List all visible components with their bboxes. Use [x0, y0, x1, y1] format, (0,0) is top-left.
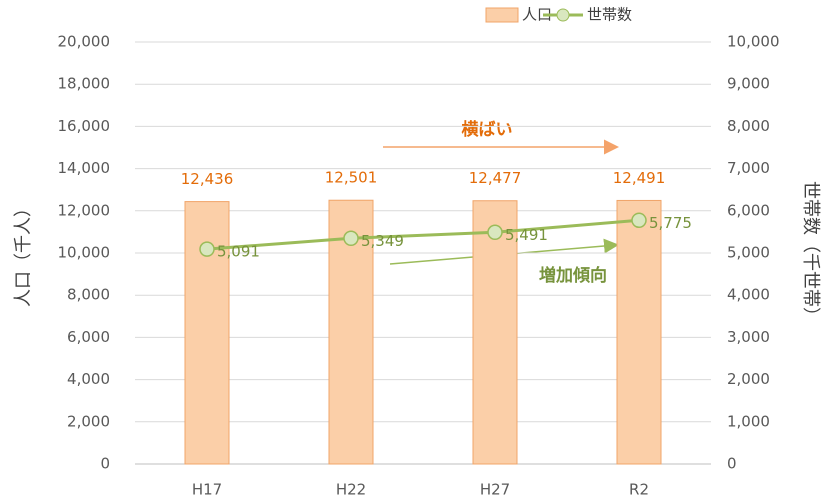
y-tick-label: 6,000 [67, 328, 110, 346]
x-tick-label: H27 [480, 481, 510, 499]
data-label: 5,091 [217, 243, 260, 261]
y2-tick-label: 9,000 [727, 75, 770, 93]
y2-tick-label: 7,000 [727, 159, 770, 177]
annotation: 増加傾向 [539, 265, 607, 286]
y-tick-label: 20,000 [58, 33, 111, 51]
y2-tick-label: 4,000 [727, 286, 770, 304]
y-tick-label: 12,000 [58, 201, 111, 219]
data-label: 12,477 [469, 169, 522, 187]
bar [184, 201, 230, 465]
y2-tick-label: 6,000 [727, 201, 770, 219]
line [206, 218, 640, 251]
legend-swatch [485, 7, 519, 23]
y2-tick-label: 3,000 [727, 328, 770, 346]
marker [487, 224, 503, 241]
legend-label: 人口 [522, 6, 552, 24]
y-tick-label: 16,000 [58, 117, 111, 135]
y2-tick-label: 5,000 [727, 244, 770, 262]
y-tick-label: 10,000 [58, 244, 111, 262]
marker [631, 212, 647, 229]
y-tick-label: 2,000 [67, 412, 110, 430]
y2-tick-label: 10,000 [727, 33, 780, 51]
y-tick-label: 8,000 [67, 286, 110, 304]
y2-tick-label: 1,000 [727, 412, 770, 430]
bar [472, 200, 518, 465]
marker [343, 230, 359, 247]
data-label: 12,491 [613, 169, 666, 187]
data-label: 5,491 [505, 226, 548, 244]
y2-tick-label: 0 [727, 455, 737, 473]
x-tick-label: H22 [336, 481, 366, 499]
y-tick-label: 18,000 [58, 75, 111, 93]
annotation: 横ばい [462, 119, 513, 140]
y2-axis-label: 世帯数（千世帯） [800, 181, 821, 325]
y-axis-label: 人口（千人） [13, 199, 34, 307]
data-label: 12,436 [181, 170, 234, 188]
y2-tick-label: 8,000 [727, 117, 770, 135]
y-tick-label: 14,000 [58, 159, 111, 177]
marker [199, 241, 215, 257]
data-label: 5,775 [649, 214, 692, 232]
y2-tick-label: 2,000 [727, 370, 770, 388]
legend-swatch [556, 8, 570, 22]
x-tick-label: H17 [192, 481, 222, 499]
legend-label: 世帯数 [587, 6, 632, 24]
y-tick-label: 4,000 [67, 370, 110, 388]
data-label: 12,501 [325, 169, 378, 187]
y-tick-label: 0 [100, 455, 110, 473]
x-tick-label: R2 [629, 481, 649, 499]
data-label: 5,349 [361, 232, 404, 250]
bar [616, 199, 662, 465]
